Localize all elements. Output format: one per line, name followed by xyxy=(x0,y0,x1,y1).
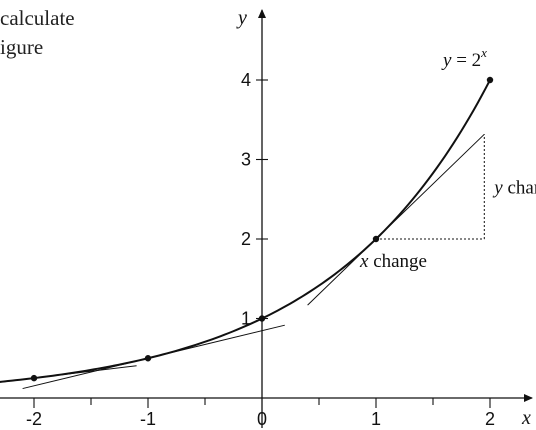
y-change-var: y xyxy=(492,178,503,199)
x-change-var: x xyxy=(359,251,369,272)
y-change-label: y change xyxy=(492,178,536,199)
exponential-curve xyxy=(0,79,491,383)
curve-point xyxy=(258,315,266,322)
x-change-word: change xyxy=(368,251,427,272)
function-label-exp: x xyxy=(480,45,487,60)
curve-point xyxy=(30,374,38,382)
x-ticks: -2 -1 0 1 2 xyxy=(26,398,495,429)
function-label-eq: = 2 xyxy=(451,50,481,71)
curve-points xyxy=(30,76,494,382)
y-tick-label: 3 xyxy=(241,150,251,170)
function-label-lhs: y xyxy=(441,50,452,71)
x-tick-label: -2 xyxy=(26,409,42,429)
cropped-text-line-1: calculate xyxy=(0,6,75,30)
curve-point xyxy=(486,76,494,84)
cropped-text-line-2: igure xyxy=(0,35,44,59)
x-tick-label: 1 xyxy=(371,409,381,429)
x-tick-label: 0 xyxy=(257,409,267,429)
x-axis-title: x xyxy=(521,407,531,429)
x-tick-label: 2 xyxy=(485,409,495,429)
y-tick-label: 4 xyxy=(241,70,251,90)
y-tick-label: 1 xyxy=(241,309,251,329)
slope-triangle xyxy=(376,134,485,240)
x-change-label: x change xyxy=(359,251,427,272)
curve-point xyxy=(372,235,380,243)
y-change-word: change xyxy=(503,178,536,199)
curve-point xyxy=(144,355,152,362)
y-ticks: 1 2 3 4 xyxy=(241,70,268,329)
y-tick-label: 2 xyxy=(241,229,251,249)
y-axis-title: y xyxy=(236,7,247,29)
function-label: y = 2x xyxy=(441,45,487,71)
x-tick-label: -1 xyxy=(140,409,156,429)
